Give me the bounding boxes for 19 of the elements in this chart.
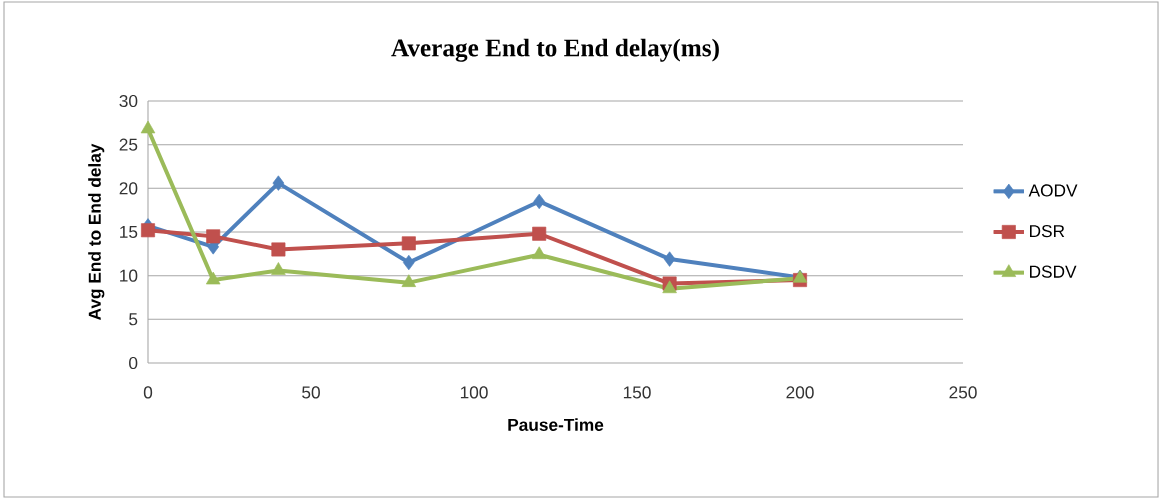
y-tick-label: 0 [129, 356, 138, 370]
legend-label: DSR [1030, 224, 1065, 238]
x-tick-label: 250 [949, 386, 977, 399]
legend-label: AODV [1028, 184, 1078, 197]
y-tick-label: 25 [119, 138, 138, 151]
y-tick-label: 20 [119, 182, 138, 195]
y-tick-label: 30 [119, 94, 138, 108]
x-tick-label: 100 [460, 386, 488, 399]
x-tick-label: 0 [143, 386, 153, 399]
x-tick-label: 200 [786, 386, 814, 399]
chart-title: Average End to End delay(ms) [391, 38, 719, 62]
y-axis-title: Avg End to End delay [88, 143, 105, 320]
x-tick-label: 50 [302, 386, 320, 399]
y-tick-label: 10 [120, 269, 138, 282]
x-axis-title: Pause-Time [508, 418, 604, 431]
y-tick-label: 15 [120, 225, 138, 239]
x-tick-label: 150 [623, 386, 651, 399]
legend-label: DSDV [1030, 265, 1077, 278]
y-tick-label: 5 [129, 313, 138, 326]
